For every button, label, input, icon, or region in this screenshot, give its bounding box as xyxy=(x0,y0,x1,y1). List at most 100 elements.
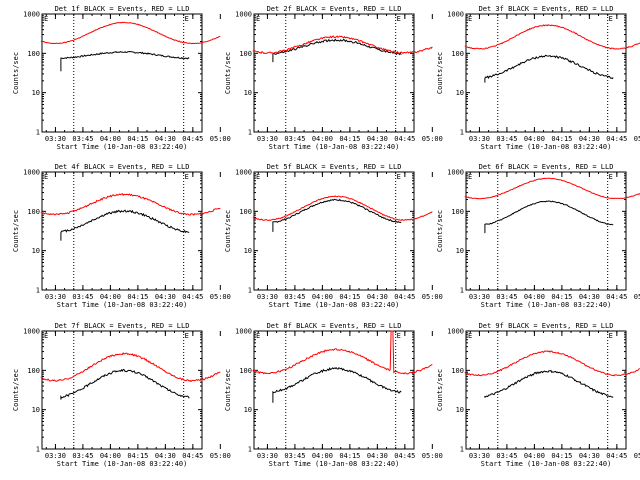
x-tick-label: 04:45 xyxy=(606,135,627,143)
x-tick-label: 05:00 xyxy=(422,135,443,143)
y-tick-label: 1000 xyxy=(447,169,464,177)
y-tick-label: 1000 xyxy=(235,169,252,177)
x-tick-label: 04:00 xyxy=(100,135,121,143)
lld-series-line xyxy=(40,193,221,216)
x-tick-label: 04:00 xyxy=(524,135,545,143)
lld-series-line xyxy=(40,352,221,383)
corner-mark: E xyxy=(44,332,48,340)
x-tick-label: 05:00 xyxy=(422,293,443,301)
x-tick-label: 03:30 xyxy=(469,293,490,301)
events-series-line xyxy=(272,366,402,403)
plot-frame xyxy=(465,171,627,291)
events-series-line xyxy=(60,368,190,400)
x-tick-label: 04:30 xyxy=(367,452,388,460)
corner-mark: E xyxy=(185,332,189,340)
y-axis-label: Counts/sec xyxy=(436,52,444,94)
x-tick-label: 03:30 xyxy=(469,135,490,143)
x-tick-label: 05:00 xyxy=(634,293,640,301)
x-tick-label: 03:45 xyxy=(72,135,93,143)
events-series-line xyxy=(60,209,190,241)
x-tick-label: 05:00 xyxy=(210,135,231,143)
corner-mark: E xyxy=(609,332,613,340)
lld-series-line xyxy=(252,35,433,55)
y-tick-label: 1000 xyxy=(235,328,252,336)
events-series-line xyxy=(60,50,190,72)
y-axis-label: Counts/sec xyxy=(12,369,20,411)
plot-frame xyxy=(465,13,627,133)
x-tick-label: 03:45 xyxy=(284,135,305,143)
x-tick-label: 04:45 xyxy=(182,452,203,460)
x-tick-label: 03:30 xyxy=(45,135,66,143)
x-tick-label: 04:30 xyxy=(579,452,600,460)
corner-mark: E xyxy=(44,15,48,23)
y-tick-label: 1 xyxy=(36,287,40,295)
y-tick-label: 10 xyxy=(32,247,40,255)
x-axis-label: Start Time (10-Jan-08 03:22:40) xyxy=(57,301,188,309)
corner-mark: E xyxy=(397,332,401,340)
y-axis-label: Counts/sec xyxy=(12,210,20,252)
x-tick-label: 03:30 xyxy=(469,452,490,460)
x-tick-label: 04:15 xyxy=(551,452,572,460)
x-axis-label: Start Time (10-Jan-08 03:22:40) xyxy=(481,301,612,309)
y-tick-label: 100 xyxy=(239,367,252,375)
y-tick-label: 1000 xyxy=(23,169,40,177)
x-tick-label: 04:45 xyxy=(606,452,627,460)
events-series-line xyxy=(272,198,402,232)
panel-title: Det 7f BLACK = Events, RED = LLD xyxy=(55,322,190,330)
y-tick-label: 1 xyxy=(248,129,252,137)
x-tick-label: 04:30 xyxy=(155,293,176,301)
plot-frame xyxy=(41,171,203,291)
x-tick-label: 03:30 xyxy=(45,452,66,460)
x-tick-label: 04:00 xyxy=(524,452,545,460)
x-axis-label: Start Time (10-Jan-08 03:22:40) xyxy=(481,143,612,151)
y-tick-label: 10 xyxy=(456,247,464,255)
x-tick-label: 04:00 xyxy=(312,293,333,301)
x-tick-label: 04:00 xyxy=(312,135,333,143)
x-tick-label: 04:00 xyxy=(100,452,121,460)
panel-title: Det 3f BLACK = Events, RED = LLD xyxy=(479,5,614,13)
x-tick-label: 04:45 xyxy=(182,293,203,301)
x-tick-label: 03:45 xyxy=(496,293,517,301)
x-tick-label: 04:15 xyxy=(127,293,148,301)
y-tick-label: 10 xyxy=(32,89,40,97)
corner-mark: E xyxy=(609,173,613,181)
y-tick-label: 1 xyxy=(248,446,252,454)
lld-series-line xyxy=(252,195,433,222)
y-tick-label: 1 xyxy=(36,129,40,137)
x-tick-label: 04:45 xyxy=(394,293,415,301)
x-tick-label: 04:45 xyxy=(394,135,415,143)
corner-mark: E xyxy=(397,173,401,181)
y-tick-label: 10 xyxy=(456,406,464,414)
plot-frame xyxy=(253,171,415,291)
x-tick-label: 03:30 xyxy=(45,293,66,301)
x-tick-label: 04:15 xyxy=(127,452,148,460)
corner-mark: E xyxy=(468,332,472,340)
y-tick-label: 100 xyxy=(239,50,252,58)
plot-frame xyxy=(41,330,203,450)
x-tick-label: 04:30 xyxy=(579,293,600,301)
x-tick-label: 04:00 xyxy=(100,293,121,301)
detector-panel-5: Det 5f BLACK = Events, RED = LLD E E 1 10 100… xyxy=(224,163,443,309)
detector-panel-9: Det 9f BLACK = Events, RED = LLD E E 1 10 100… xyxy=(436,322,640,468)
panel-title: Det 9f BLACK = Events, RED = LLD xyxy=(479,322,614,330)
x-tick-label: 04:15 xyxy=(339,293,360,301)
x-axis-label: Start Time (10-Jan-08 03:22:40) xyxy=(269,143,400,151)
y-tick-label: 100 xyxy=(451,208,464,216)
detector-panel-2: Det 2f BLACK = Events, RED = LLD E E 1 10 100… xyxy=(224,5,443,151)
x-tick-label: 04:15 xyxy=(339,135,360,143)
corner-mark: E xyxy=(256,15,260,23)
lld-series-line xyxy=(464,177,640,200)
y-tick-label: 100 xyxy=(451,50,464,58)
x-axis-label: Start Time (10-Jan-08 03:22:40) xyxy=(57,460,188,468)
y-tick-label: 100 xyxy=(27,367,40,375)
lld-series-line xyxy=(464,350,640,377)
x-tick-label: 03:45 xyxy=(72,452,93,460)
x-tick-label: 05:00 xyxy=(634,452,640,460)
x-axis-label: Start Time (10-Jan-08 03:22:40) xyxy=(481,460,612,468)
corner-mark: E xyxy=(44,173,48,181)
x-tick-label: 03:45 xyxy=(496,135,517,143)
x-tick-label: 05:00 xyxy=(634,135,640,143)
y-tick-label: 10 xyxy=(32,406,40,414)
x-tick-label: 04:15 xyxy=(127,135,148,143)
